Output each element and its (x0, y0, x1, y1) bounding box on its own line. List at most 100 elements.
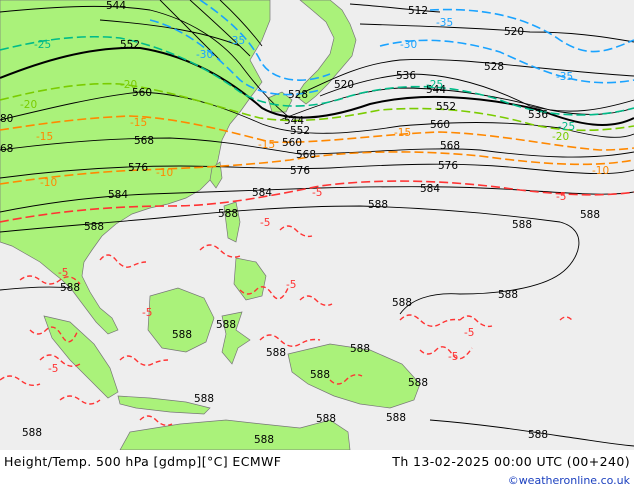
squiggle-8 (239, 286, 289, 300)
squiggle-15 (559, 316, 573, 321)
temp-label: -20 (552, 131, 569, 143)
height-label: 568 (134, 135, 154, 147)
contour-588-main (0, 205, 580, 315)
contour-544-west (0, 5, 291, 119)
temp-label: -25 (426, 79, 443, 91)
land-taiwan (209, 161, 223, 189)
temp-label: -25 (34, 39, 51, 51)
height-label: 588 (580, 209, 600, 221)
height-label: 520 (334, 79, 354, 91)
land-new-guinea (287, 343, 421, 409)
contour-588-se (429, 419, 634, 447)
contour-north-lines (99, 0, 263, 61)
isotherms (0, 0, 634, 223)
height-label: 528 (484, 61, 504, 73)
height-label: 588 (316, 413, 336, 425)
height-label: 588 (22, 427, 42, 439)
temp-label: -30 (400, 39, 417, 51)
contour-584 (0, 186, 634, 213)
land-philippines-south (233, 257, 267, 301)
height-label: 588 (350, 343, 370, 355)
height-label: 68 (0, 143, 13, 155)
temp-label: -15 (36, 131, 53, 143)
credit-link[interactable]: ©weatheronline.co.uk (507, 474, 630, 487)
height-label: 560 (282, 137, 302, 149)
squiggle-6 (119, 355, 169, 367)
isotherm-minus10 (0, 151, 634, 185)
height-label: 588 (266, 347, 286, 359)
temp-label: -5 (556, 191, 566, 203)
height-label: 552 (290, 125, 310, 137)
height-label: 544 (426, 84, 446, 96)
isotherm-minus15 (0, 115, 634, 151)
isotherm-minus20 (0, 82, 634, 132)
contour-552 (0, 46, 634, 126)
height-label: 568 (296, 149, 316, 161)
squiggle-1 (19, 275, 81, 285)
squiggle-14 (459, 315, 493, 328)
squiggle-13 (419, 346, 473, 360)
temp-label: -35 (436, 17, 453, 29)
temp-label: -5 (448, 351, 458, 363)
temp-label: -15 (394, 127, 411, 139)
squiggle-17 (139, 415, 173, 427)
height-label: 588 (386, 412, 406, 424)
temp-label: -35 (556, 71, 573, 83)
height-label: 588 (310, 369, 330, 381)
temp-label: -5 (312, 187, 322, 199)
temp-label: -35 (228, 35, 245, 47)
land-australia-north (119, 419, 351, 450)
land-korea-japan (295, 0, 357, 105)
height-label: 588 (392, 297, 412, 309)
isotherm-minus30 (149, 19, 634, 96)
weather-map: 544 552 560 568 576 584 588 588 588 588 … (0, 0, 634, 450)
contour-588-south (0, 286, 71, 291)
temp-label: -5 (260, 217, 270, 229)
contour-568 (0, 137, 634, 158)
height-label: 560 (132, 87, 152, 99)
height-label: 568 (440, 140, 460, 152)
height-contours (0, 0, 634, 447)
squiggle-2 (99, 254, 147, 268)
height-label: 588 (84, 221, 104, 233)
temp-label: -5 (464, 327, 474, 339)
temp-label: -15 (130, 117, 147, 129)
temp-label: -5 (48, 363, 58, 375)
tropical-isotherm-fragments (0, 225, 573, 427)
squiggle-9 (259, 334, 321, 347)
land-java (117, 395, 211, 415)
height-label: 552 (120, 39, 140, 51)
height-label: 552 (436, 101, 456, 113)
contour-536 (319, 73, 634, 112)
temp-label: -20 (20, 99, 37, 111)
isotherm-minus35 (199, 0, 634, 81)
squiggle-3 (29, 326, 79, 343)
map-title: Height/Temp. 500 hPa [gdmp][°C] ECMWF (4, 454, 282, 469)
contour-528 (299, 59, 634, 95)
height-label: 536 (528, 109, 548, 121)
valid-time: Th 13-02-2025 00:00 UTC (00+240) (392, 454, 630, 469)
squiggle-11 (329, 373, 363, 385)
height-label: 584 (108, 189, 128, 201)
height-label: 588 (408, 377, 428, 389)
height-label: 584 (420, 183, 440, 195)
map-footer: Height/Temp. 500 hPa [gdmp][°C] ECMWF Th… (0, 450, 634, 490)
height-labels: 544 552 560 568 576 584 588 588 588 588 … (0, 0, 600, 446)
height-label: 512 (408, 5, 428, 17)
squiggle-18 (279, 225, 313, 238)
squiggle-10 (299, 295, 333, 307)
height-label: 544 (106, 0, 126, 12)
height-label: 536 (396, 70, 416, 82)
contour-520 (359, 23, 634, 43)
height-label: 520 (504, 26, 524, 38)
contour-512 (349, 3, 441, 13)
height-label: 588 (60, 282, 80, 294)
height-label: 544 (284, 115, 304, 127)
temp-label: -20 (120, 79, 137, 91)
height-label: 588 (368, 199, 388, 211)
height-label: 588 (254, 434, 274, 446)
height-label: 588 (218, 208, 238, 220)
height-label: 560 (430, 119, 450, 131)
contour-560 (0, 91, 634, 138)
temp-label: -10 (40, 177, 57, 189)
